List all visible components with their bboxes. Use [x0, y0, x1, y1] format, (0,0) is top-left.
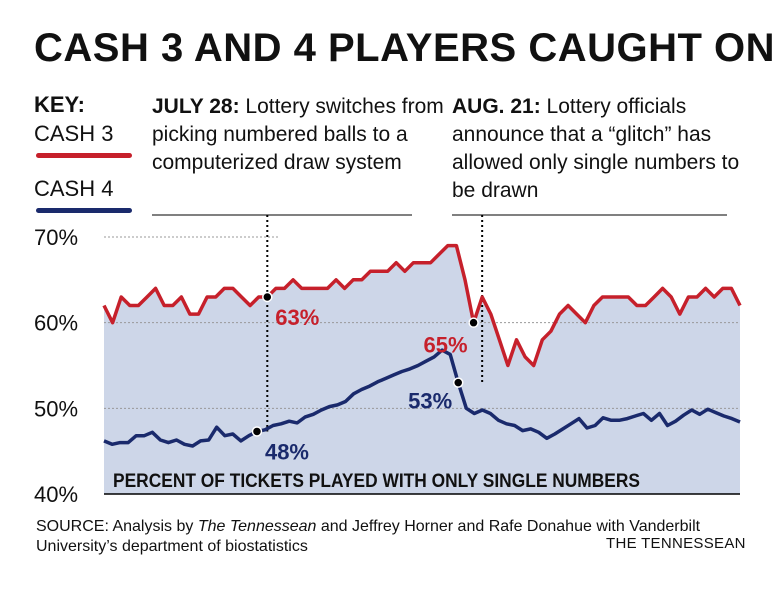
source-rest: and Jeffrey Horner and Rafe Donahue with…	[36, 518, 701, 555]
annotation-date: AUG. 21:	[452, 95, 541, 118]
y-tick-label-60: 60%	[34, 311, 78, 336]
source-publication: The Tennessean	[197, 518, 317, 535]
data-label-cash3-aug: 65%	[424, 333, 468, 358]
annotation-aug-21: AUG. 21: Lottery officials announce that…	[452, 93, 752, 205]
source-note: SOURCE: Analysis by The Tennessean and J…	[36, 517, 780, 557]
data-label-cash4-july: 48%	[265, 439, 309, 464]
annotation-text: Lottery switches from picking numbered b…	[152, 95, 444, 174]
shaded-area	[104, 245, 740, 494]
event-marker-0	[262, 291, 273, 303]
legend-label-cash4: CASH 4	[34, 176, 114, 201]
source-prefix: SOURCE: Analysis by	[36, 518, 198, 535]
key-title: KEY:	[34, 92, 85, 117]
credit: THE TENNESSEAN	[606, 535, 746, 552]
annotation-date: JULY 28:	[152, 95, 240, 118]
series-line-cash3	[102, 243, 742, 368]
legend-swatch-cash4	[36, 208, 132, 213]
annotation-july-28: JULY 28: Lottery switches from picking n…	[152, 93, 452, 177]
event-marker-1	[468, 317, 479, 328]
legend-swatch-cash3	[36, 153, 132, 158]
data-label-cash4-aug: 53%	[408, 389, 452, 414]
y-tick-label-40: 40%	[34, 482, 78, 507]
y-tick-label-50: 50%	[34, 396, 78, 421]
event-marker-2	[251, 426, 263, 437]
data-label-cash3-july: 63%	[275, 305, 319, 330]
y-tick-label-70: 70%	[34, 225, 78, 250]
series-line-cash4	[103, 348, 741, 448]
legend-label-cash3: CASH 3	[34, 121, 114, 146]
chart-title: CASH 3 AND 4 PLAYERS CAUGHT ON	[34, 26, 776, 70]
area-caption: PERCENT OF TICKETS PLAYED WITH ONLY SING…	[113, 471, 640, 492]
annotation-text: Lottery officials announce that a “glitc…	[452, 95, 740, 202]
event-marker-3	[452, 377, 464, 388]
